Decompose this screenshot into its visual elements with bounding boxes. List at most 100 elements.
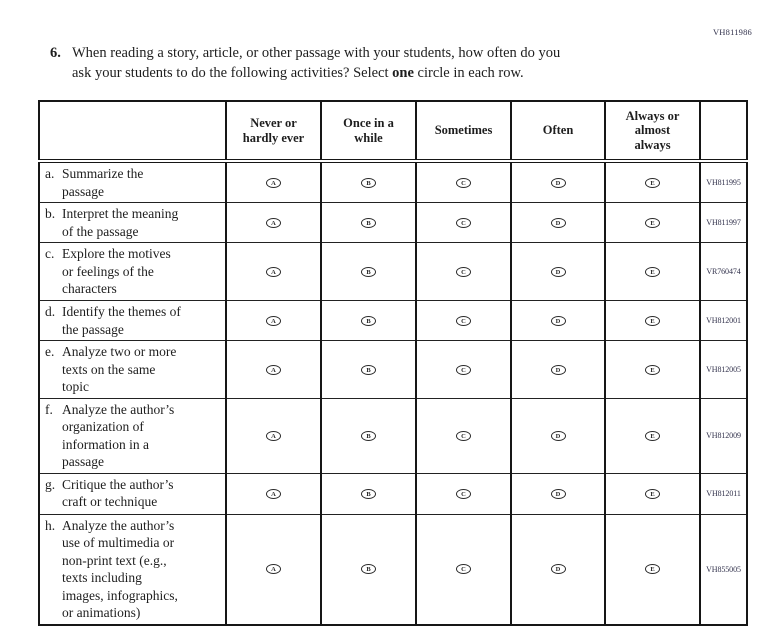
column-header-always-or-almost-always: Always or almost always: [604, 100, 701, 163]
cell-never: A: [225, 202, 322, 243]
answer-bubble-e[interactable]: E: [645, 315, 660, 326]
answer-bubble-a[interactable]: A: [266, 430, 281, 441]
cell-once: B: [320, 242, 417, 301]
answer-bubble-e[interactable]: E: [645, 430, 660, 441]
cell-often: D: [510, 242, 606, 301]
answer-bubble-a[interactable]: A: [266, 177, 281, 188]
answer-bubble-b[interactable]: B: [361, 564, 376, 575]
answer-bubble-b[interactable]: B: [361, 217, 376, 228]
row-label-text: Identify the themes of the passage: [62, 304, 181, 337]
row-letter: d.: [45, 304, 56, 319]
row-letter: h.: [45, 517, 56, 533]
table-row-e: e. Analyze two or more texts on the same …: [38, 340, 748, 399]
answer-bubble-d[interactable]: D: [550, 217, 566, 228]
cell-sometimes: C: [415, 513, 512, 625]
cell-always: E: [604, 160, 701, 203]
answer-bubble-c[interactable]: C: [456, 364, 471, 375]
frequency-matrix-table: Never or hardly ever Once in a while Som…: [38, 100, 748, 626]
answer-bubble-c[interactable]: C: [456, 177, 471, 188]
answer-bubble-e[interactable]: E: [645, 488, 660, 499]
cell-sometimes: C: [415, 242, 512, 301]
row-label: c. Explore the motives or feelings of the…: [38, 242, 227, 301]
cell-once: B: [320, 397, 417, 474]
answer-bubble-c[interactable]: C: [456, 430, 471, 441]
cell-never: A: [225, 397, 322, 474]
answer-bubble-d[interactable]: D: [550, 315, 566, 326]
item-code: VH855005: [699, 513, 748, 625]
item-code: VH812005: [699, 340, 748, 399]
cell-often: D: [510, 340, 606, 399]
answer-bubble-c[interactable]: C: [456, 217, 471, 228]
answer-bubble-d[interactable]: D: [550, 488, 566, 499]
answer-bubble-d[interactable]: D: [550, 266, 566, 277]
answer-bubble-b[interactable]: B: [361, 177, 376, 188]
answer-bubble-e[interactable]: E: [645, 177, 660, 188]
answer-bubble-e[interactable]: E: [645, 217, 660, 228]
table-row-a: a. Summarize the passage A B C D E VH8119…: [38, 160, 748, 203]
answer-bubble-a[interactable]: A: [266, 315, 281, 326]
cell-always: E: [604, 340, 701, 399]
cell-never: A: [225, 160, 322, 203]
table-row-d: d. Identify the themes of the passage A B…: [38, 300, 748, 341]
question-text-part2: circle in each row.: [413, 64, 524, 81]
answer-bubble-d[interactable]: D: [550, 564, 566, 575]
answer-bubble-c[interactable]: C: [456, 564, 471, 575]
answer-bubble-b[interactable]: B: [361, 488, 376, 499]
row-label-text: Summarize the passage: [62, 166, 144, 199]
answer-bubble-b[interactable]: B: [361, 430, 376, 441]
row-label: a. Summarize the passage: [38, 160, 227, 203]
item-code: VH812011: [699, 472, 748, 515]
answer-bubble-d[interactable]: D: [550, 430, 566, 441]
answer-bubble-b[interactable]: B: [361, 364, 376, 375]
column-header-once-in-a-while: Once in a while: [320, 100, 417, 163]
cell-often: D: [510, 202, 606, 243]
row-letter: e.: [45, 344, 55, 359]
cell-never: A: [225, 513, 322, 625]
answer-bubble-c[interactable]: C: [456, 266, 471, 277]
answer-bubble-d[interactable]: D: [550, 364, 566, 375]
column-header-often: Often: [510, 100, 606, 163]
answer-bubble-d[interactable]: D: [550, 177, 566, 188]
cell-sometimes: C: [415, 472, 512, 515]
cell-never: A: [225, 242, 322, 301]
cell-never: A: [225, 340, 322, 399]
row-label-text: Analyze the author’s organization of inf…: [62, 401, 175, 470]
cell-sometimes: C: [415, 340, 512, 399]
question-block: 6. When reading a story, article, or oth…: [50, 44, 675, 83]
column-header-never-or-hardly-ever: Never or hardly ever: [225, 100, 322, 163]
answer-bubble-b[interactable]: B: [361, 315, 376, 326]
cell-always: E: [604, 242, 701, 301]
answer-bubble-e[interactable]: E: [645, 364, 660, 375]
row-label: h. Analyze the author’s use of multimedia…: [38, 513, 227, 625]
row-letter: a.: [45, 166, 55, 181]
question-text-part1: When reading a story, article, or other …: [72, 45, 561, 81]
table-row-h: h. Analyze the author’s use of multimedia…: [38, 513, 748, 625]
cell-never: A: [225, 472, 322, 515]
answer-bubble-a[interactable]: A: [266, 364, 281, 375]
header-empty-label-cell: [38, 100, 227, 163]
cell-once: B: [320, 340, 417, 399]
answer-bubble-a[interactable]: A: [266, 217, 281, 228]
cell-once: B: [320, 472, 417, 515]
table-row-b: b. Interpret the meaning of the passage A…: [38, 202, 748, 243]
cell-always: E: [604, 300, 701, 341]
question-number: 6.: [50, 45, 61, 61]
column-header-sometimes: Sometimes: [415, 100, 512, 163]
cell-sometimes: C: [415, 202, 512, 243]
cell-always: E: [604, 472, 701, 515]
cell-often: D: [510, 397, 606, 474]
answer-bubble-b[interactable]: B: [361, 266, 376, 277]
item-code: VR760474: [699, 242, 748, 301]
answer-bubble-c[interactable]: C: [456, 488, 471, 499]
answer-bubble-a[interactable]: A: [266, 266, 281, 277]
cell-always: E: [604, 397, 701, 474]
answer-bubble-a[interactable]: A: [266, 488, 281, 499]
row-letter: f.: [45, 401, 53, 417]
table-header: Never or hardly ever Once in a while Som…: [38, 100, 748, 163]
answer-bubble-c[interactable]: C: [456, 315, 471, 326]
row-label: d. Identify the themes of the passage: [38, 300, 227, 341]
answer-bubble-a[interactable]: A: [266, 564, 281, 575]
cell-once: B: [320, 513, 417, 625]
answer-bubble-e[interactable]: E: [645, 266, 660, 277]
answer-bubble-e[interactable]: E: [645, 564, 660, 575]
